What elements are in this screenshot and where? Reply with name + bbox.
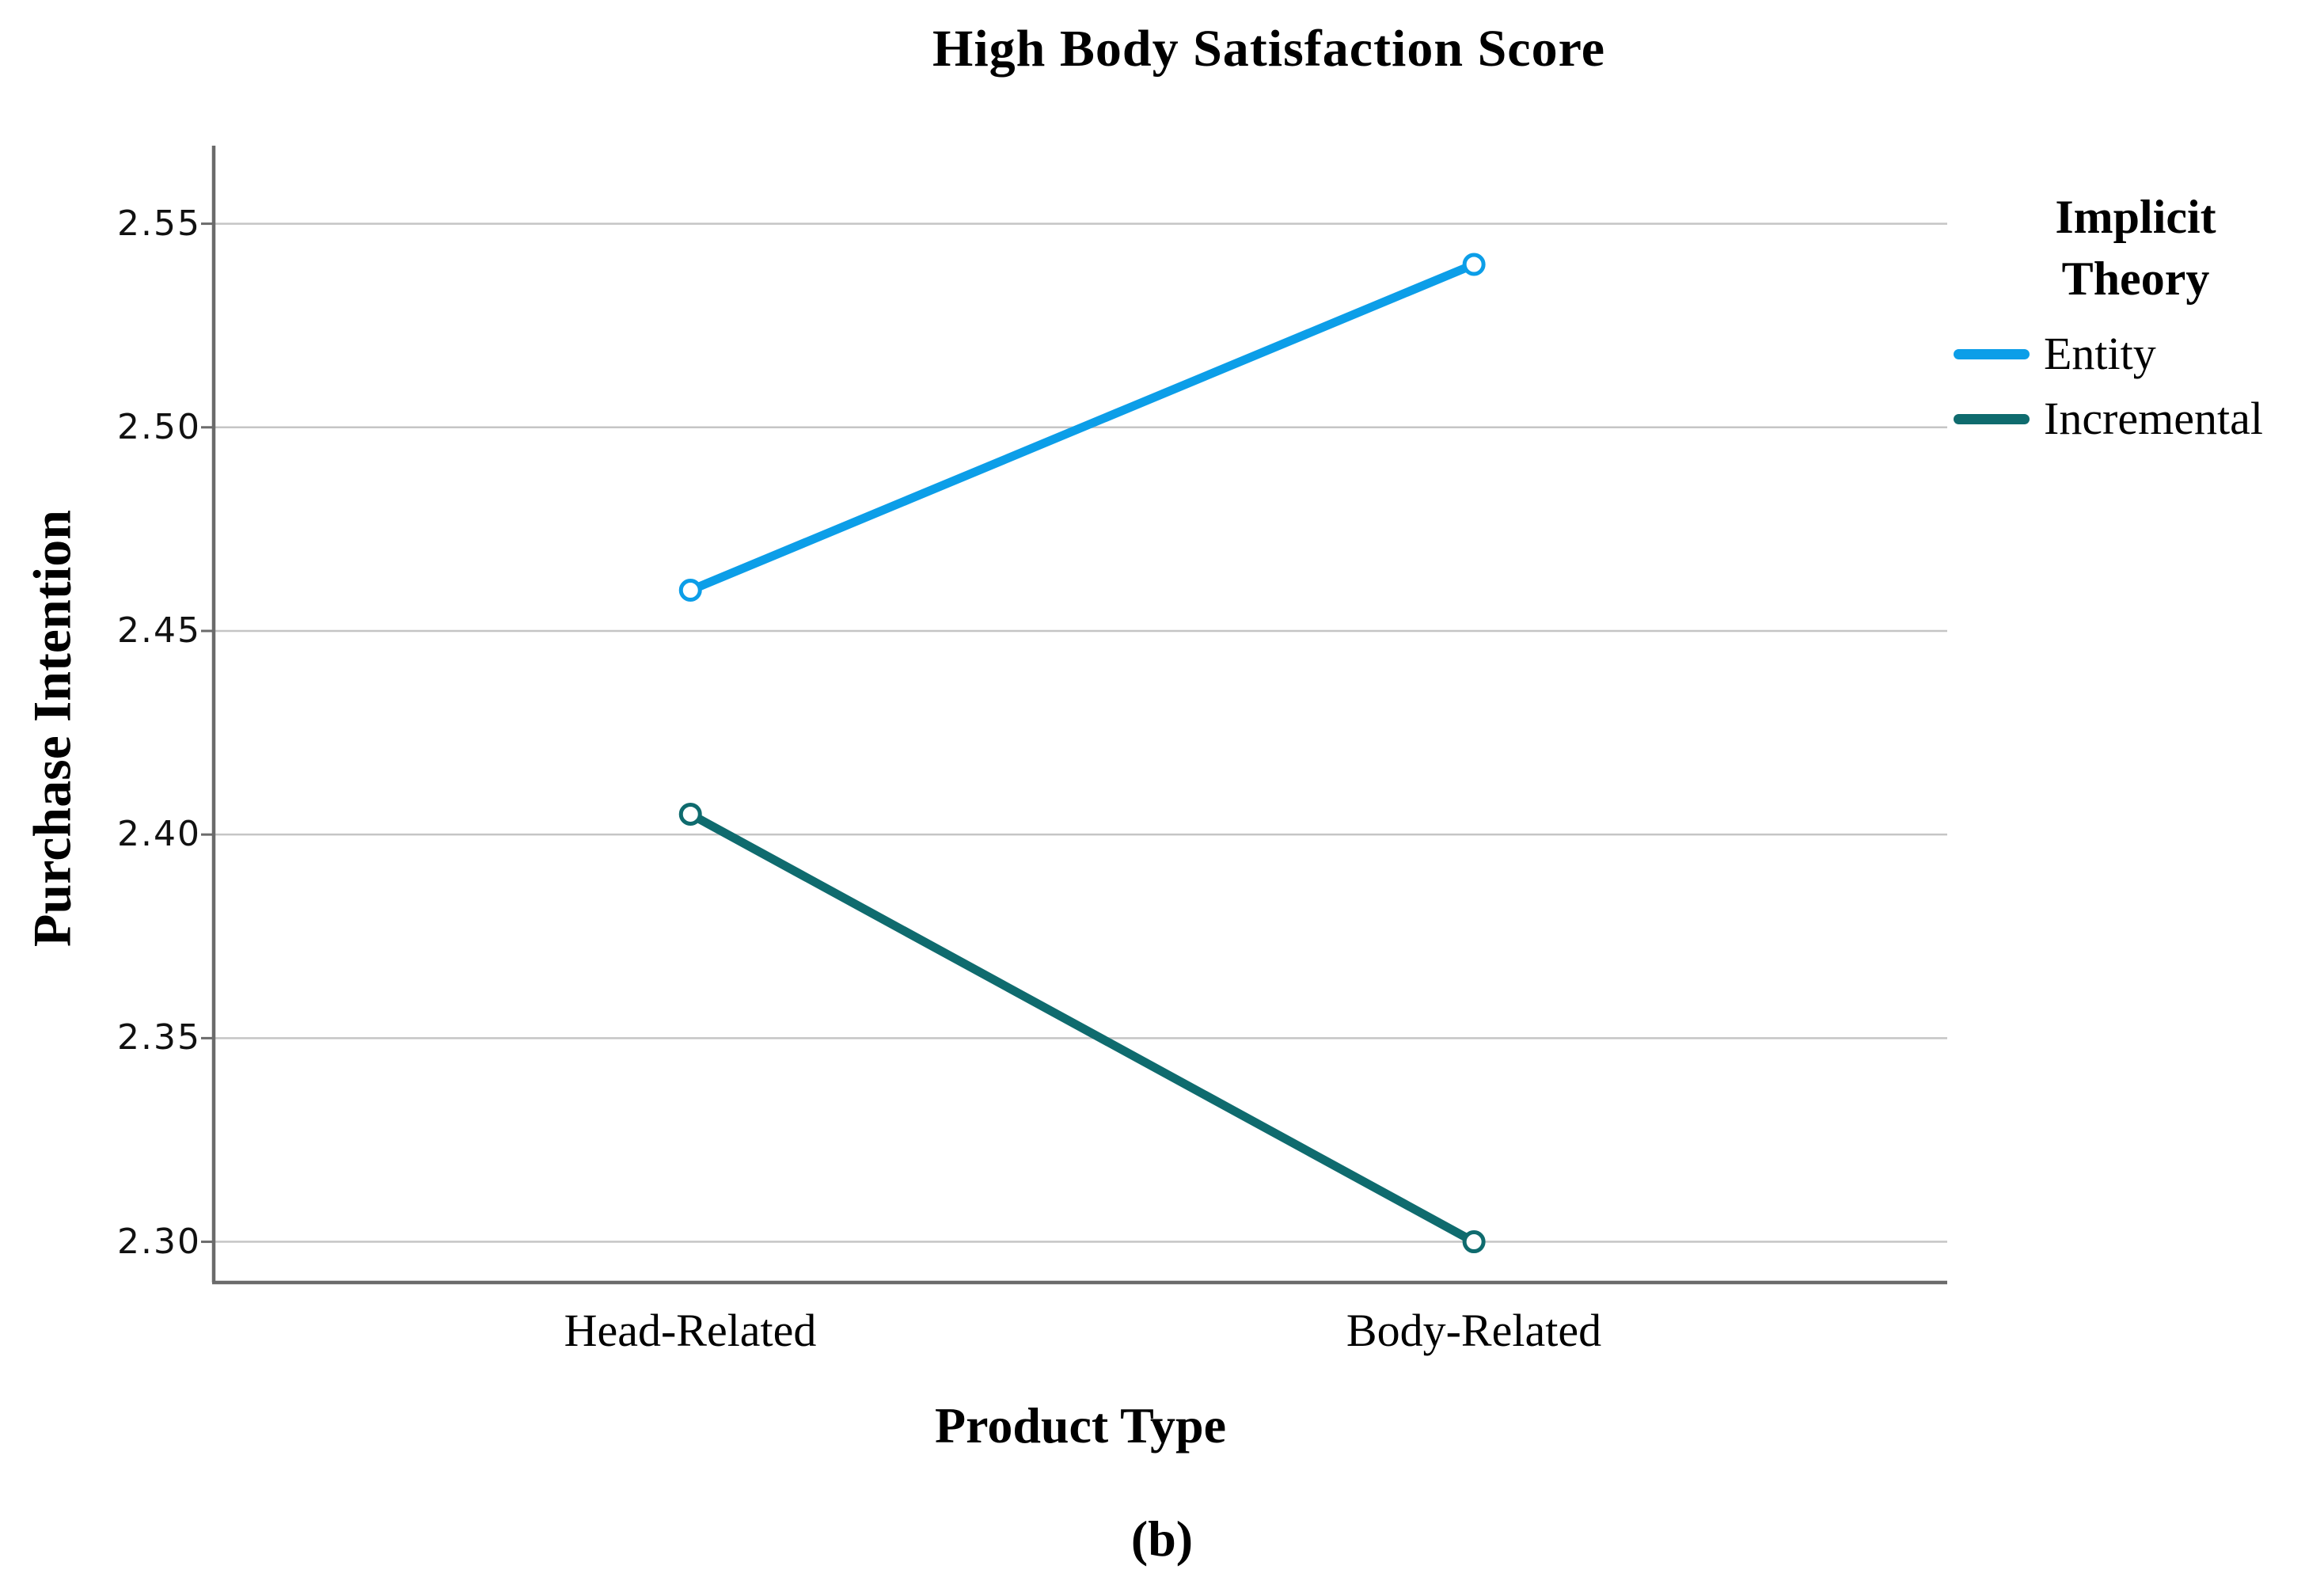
- y-axis-tick-labels: 2.55 2.50 2.45 2.40 2.35 2.30: [0, 142, 201, 1298]
- legend-item-entity: Entity: [1954, 325, 2324, 383]
- series-line-incremental: [685, 809, 1479, 1247]
- legend-title: Implicit Theory: [1947, 186, 2324, 310]
- y-tick-label: 2.55: [117, 203, 201, 244]
- legend-item-label: Entity: [2044, 328, 2156, 379]
- y-tick-label: 2.35: [117, 1017, 201, 1058]
- data-point-marker-incremental: [1462, 1230, 1486, 1254]
- legend-item-label: Incremental: [2044, 393, 2263, 444]
- y-tick-label: 2.30: [117, 1221, 201, 1262]
- series-line-entity: [685, 260, 1479, 595]
- legend-item-incremental: Incremental: [1954, 390, 2324, 448]
- x-axis-title: Product Type: [934, 1397, 1227, 1454]
- legend-title-line-2: Theory: [2061, 253, 2210, 305]
- legend: Implicit Theory Entity Incremental: [1947, 0, 2324, 554]
- incremental-line-swatch: [1954, 413, 2030, 424]
- data-point-marker-entity: [678, 579, 702, 602]
- x-tick-label-head-related: Head-Related: [564, 1305, 817, 1356]
- y-tick-label: 2.50: [117, 406, 201, 447]
- entity-line-swatch: [1954, 348, 2030, 359]
- chart-title: High Body Satisfaction Score: [932, 20, 1605, 78]
- data-point-marker-entity: [1462, 253, 1486, 276]
- y-tick-label: 2.45: [117, 610, 201, 651]
- data-point-marker-incremental: [678, 802, 702, 826]
- x-tick-label-body-related: Body-Related: [1346, 1305, 1602, 1356]
- legend-title-line-1: Implicit: [2055, 191, 2216, 243]
- y-tick-label: 2.40: [117, 814, 201, 855]
- figure-caption: (b): [1130, 1510, 1194, 1567]
- plot-area: [201, 146, 1947, 1285]
